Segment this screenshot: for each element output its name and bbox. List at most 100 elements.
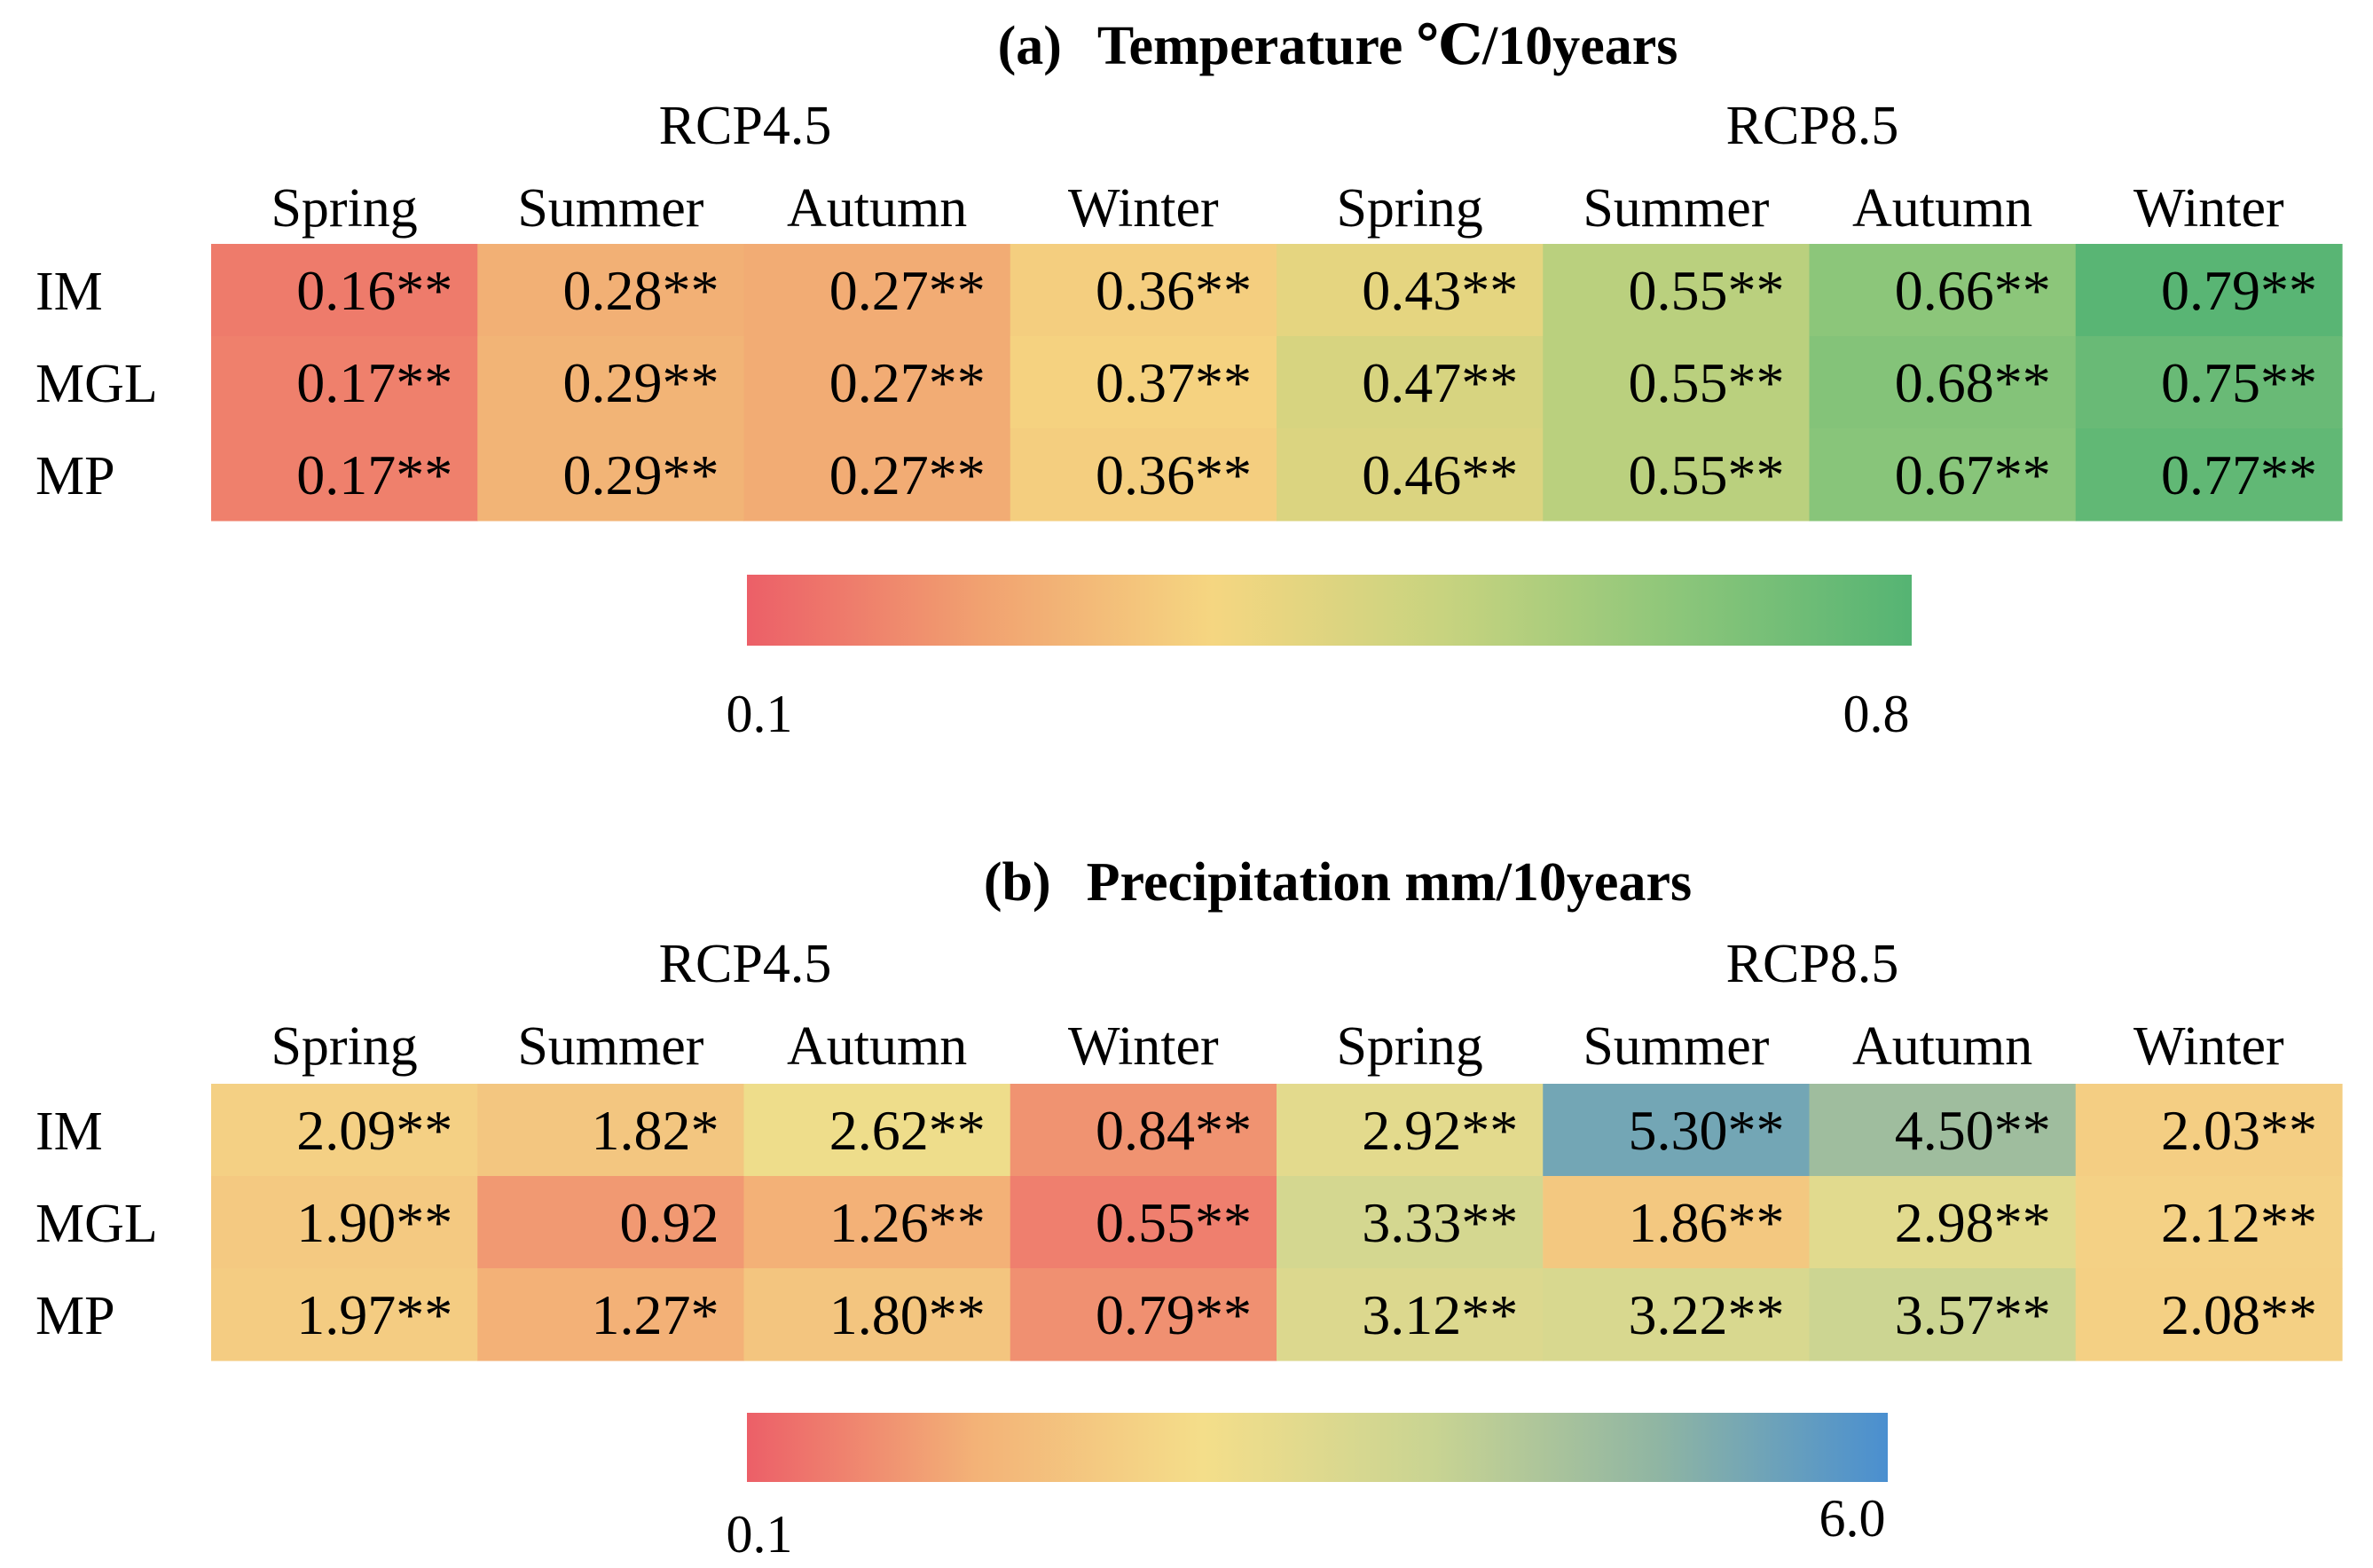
cell-value-label: 1.86** — [1629, 1191, 1785, 1254]
heatmap-cell — [1809, 1176, 2077, 1269]
row-label: MGL — [35, 354, 158, 414]
heatmap-cell — [743, 1176, 1011, 1269]
group-label: RCP4.5 — [659, 96, 832, 156]
heatmap-cell — [1809, 1084, 2077, 1177]
group-label: RCP4.5 — [659, 934, 832, 994]
cell-value-label: 0.28** — [563, 259, 719, 322]
heatmap-cell — [743, 1268, 1011, 1361]
column-label: Spring — [1336, 178, 1482, 239]
heatmap-cell — [2075, 244, 2343, 337]
heatmap-cell — [1010, 244, 1277, 337]
column-label: Summer — [517, 1016, 703, 1077]
heatmap-cell — [1010, 1268, 1277, 1361]
cell-value-label: 0.17** — [296, 443, 452, 506]
cell-value-label: 2.62** — [829, 1099, 986, 1162]
group-label: RCP8.5 — [1726, 934, 1899, 994]
title-prefix: (b) — [984, 852, 1051, 913]
heatmap-cell — [1277, 336, 1544, 429]
heatmap-cell — [1010, 336, 1277, 429]
cell-value-label: 3.12** — [1362, 1283, 1518, 1346]
panel-temperature: (a) Temperature ℃/10years RCP4.5 RCP8.5 Spri… — [35, 16, 2343, 743]
heatmap-cell — [1010, 1084, 1277, 1177]
cell-value-label: 0.36** — [1096, 259, 1252, 322]
column-label: Spring — [271, 178, 417, 239]
heatmap-cell — [2075, 428, 2343, 521]
heatmap-cell — [1809, 428, 2077, 521]
heatmap-cell — [477, 428, 745, 521]
heatmap-cell — [477, 336, 745, 429]
cell-value-label: 0.27** — [829, 443, 986, 506]
cell-value-label: 4.50** — [1895, 1099, 2051, 1162]
heatmap-cell — [1809, 1268, 2077, 1361]
heatmap-cell — [211, 336, 478, 429]
heatmap-cell — [743, 428, 1011, 521]
cell-value-label: 0.92 — [620, 1191, 719, 1254]
heatmap-cell — [2075, 1176, 2343, 1269]
heatmap-cell — [211, 244, 478, 337]
heatmap-cell — [1277, 1268, 1544, 1361]
cell-value-label: 2.92** — [1362, 1099, 1518, 1162]
row-label: MGL — [35, 1194, 158, 1254]
cell-value-label: 3.57** — [1895, 1283, 2051, 1346]
cell-value-label: 1.27* — [592, 1283, 719, 1346]
heatmap-cell — [211, 1084, 478, 1177]
column-label: Autumn — [787, 1016, 967, 1077]
heatmap-cell — [743, 1084, 1011, 1177]
chart-title: (b) Precipitation mm/10years — [984, 852, 1692, 913]
group-label: RCP8.5 — [1726, 96, 1899, 156]
colorbar — [747, 575, 1912, 646]
cell-value-label: 0.55** — [1629, 443, 1785, 506]
heatmap-cell — [1809, 336, 2077, 429]
cell-value-label: 0.68** — [1895, 351, 2051, 414]
column-label: Winter — [2133, 1016, 2284, 1077]
row-label: MP — [35, 446, 115, 506]
row-label: IM — [35, 1102, 103, 1162]
heatmap-cell — [1010, 428, 1277, 521]
heatmap-cell — [477, 1268, 745, 1361]
cell-value-label: 0.55** — [1629, 351, 1785, 414]
heatmap-cell — [1543, 1268, 1811, 1361]
colorbar-min-label: 0.1 — [727, 1505, 793, 1564]
cell-value-label: 2.03** — [2161, 1099, 2317, 1162]
column-label: Summer — [517, 178, 703, 239]
colorbar-max-label: 0.8 — [1843, 685, 1910, 743]
cell-value-label: 2.08** — [2161, 1283, 2317, 1346]
title-prefix: (a) — [998, 16, 1062, 76]
colorbar — [747, 1413, 1888, 1482]
column-label: Spring — [271, 1016, 417, 1077]
cell-value-label: 0.16** — [296, 259, 452, 322]
column-label: Summer — [1583, 1016, 1769, 1077]
cell-value-label: 0.27** — [829, 351, 986, 414]
cell-value-label: 0.37** — [1096, 351, 1252, 414]
cell-value-label: 3.22** — [1629, 1283, 1785, 1346]
cell-value-label: 0.75** — [2161, 351, 2317, 414]
heatmap-cell — [1543, 336, 1811, 429]
heatmap-cell — [1277, 244, 1544, 337]
heatmap-cell — [743, 336, 1011, 429]
cell-value-label: 5.30** — [1629, 1099, 1785, 1162]
colorbar-min-label: 0.1 — [727, 685, 793, 743]
heatmap-cell — [211, 428, 478, 521]
heatmap-cell — [1277, 1084, 1544, 1177]
cell-value-label: 0.77** — [2161, 443, 2317, 506]
cell-value-label: 0.43** — [1362, 259, 1518, 322]
chart-title: (a) Temperature ℃/10years — [998, 16, 1678, 76]
heatmap-cell — [1543, 244, 1811, 337]
heatmap-cell — [2075, 1084, 2343, 1177]
cell-value-label: 1.26** — [829, 1191, 986, 1254]
column-label: Winter — [1068, 178, 1219, 239]
cell-value-label: 0.55** — [1629, 259, 1785, 322]
colorbar-max-label: 6.0 — [1819, 1489, 1886, 1548]
heatmap-cell — [477, 1176, 745, 1269]
cell-value-label: 0.66** — [1895, 259, 2051, 322]
cell-value-label: 0.79** — [2161, 259, 2317, 322]
column-label: Autumn — [1852, 178, 2032, 239]
cell-value-label: 0.29** — [563, 443, 719, 506]
heatmap-cell — [211, 1176, 478, 1269]
heatmap-cell — [477, 1084, 745, 1177]
cell-value-label: 2.09** — [296, 1099, 452, 1162]
column-label: Winter — [1068, 1016, 1219, 1077]
cell-value-label: 0.46** — [1362, 443, 1518, 506]
cell-value-label: 1.80** — [829, 1283, 986, 1346]
